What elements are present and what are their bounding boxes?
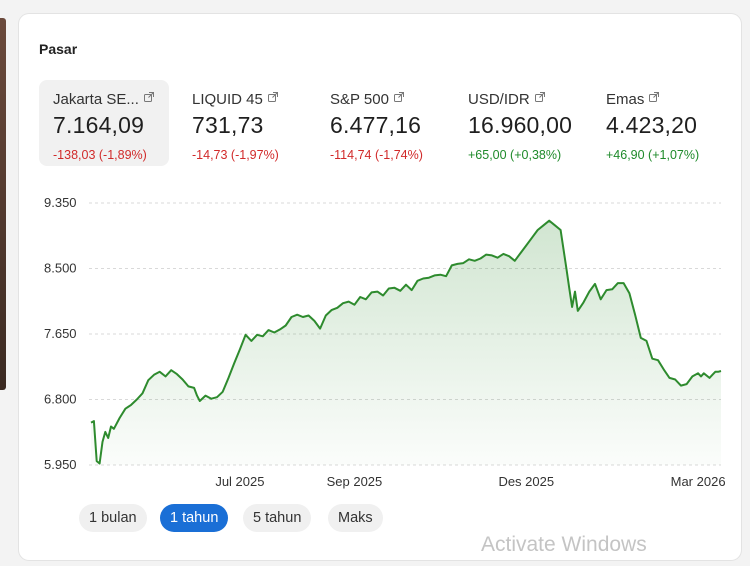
x-tick-label: Des 2025 [498,474,554,489]
x-tick-label: Sep 2025 [327,474,383,489]
external-link-icon [267,89,278,106]
y-tick-label: 6.800 [44,392,77,407]
ticker-change: +65,00 (+0,38%) [468,148,562,162]
range-1-bulan-button[interactable]: 1 bulan [79,504,147,532]
external-link-icon [143,89,154,106]
y-tick-label: 5.950 [44,457,77,472]
price-chart-svg: 9.350 8.500 7.650 6.800 5.950 Jul 2025 Sep 202… [44,195,726,489]
card-title: Pasar [39,41,78,57]
external-link-icon [649,89,660,106]
x-tick-label: Mar 2026 [671,474,726,489]
ticker-row: Jakarta SE... 7.164,09 -138,03 (-1,89%) … [39,80,729,178]
range-maks-button[interactable]: Maks [328,504,383,532]
ticker-change: -138,03 (-1,89%) [53,148,147,162]
range-5-tahun-button[interactable]: 5 tahun [243,504,312,532]
ticker-change: +46,90 (+1,07%) [606,148,700,162]
ticker-jakarta-se[interactable]: Jakarta SE... 7.164,09 -138,03 (-1,89%) [39,80,169,166]
ticker-name: Emas [606,89,660,108]
external-link-icon [534,89,545,106]
range-1-tahun-button[interactable]: 1 tahun [160,504,229,532]
ticker-value: 16.960,00 [468,112,573,138]
price-chart[interactable]: 9.350 8.500 7.650 6.800 5.950 Jul 2025 Sep 202… [19,174,741,494]
ticker-name: USD/IDR [468,89,545,108]
market-card: Pasar Jakarta SE... 7.164,09 -138,03 (-1… [19,14,741,560]
ticker-value: 731,73 [192,112,264,138]
price-area-fill [91,220,721,465]
y-tick-label: 7.650 [44,326,77,341]
external-link-icon [393,89,404,106]
ticker-change: -14,73 (-1,97%) [192,148,279,162]
ticker-liquid-45[interactable]: LIQUID 45 731,73 -14,73 (-1,97%) [178,80,308,166]
ticker-sp-500[interactable]: S&P 500 6.477,16 -114,74 (-1,74%) [316,80,446,166]
ticker-value: 4.423,20 [606,112,698,138]
ticker-name: Jakarta SE... [53,89,154,108]
ticker-name: S&P 500 [330,89,404,108]
ticker-change: -114,74 (-1,74%) [330,148,423,162]
y-tick-label: 8.500 [44,261,77,276]
price-line [90,219,722,465]
y-tick-label: 9.350 [44,195,77,210]
ticker-usd-idr[interactable]: USD/IDR 16.960,00 +65,00 (+0,38%) [454,80,584,166]
x-tick-label: Jul 2025 [215,474,264,489]
background-window-edge [0,18,6,390]
ticker-emas[interactable]: Emas 4.423,20 +46,90 (+1,07%) [592,80,722,166]
activate-windows-watermark: Activate Windows [481,533,647,556]
ticker-value: 6.477,16 [330,112,422,138]
ticker-name: LIQUID 45 [192,89,278,108]
ticker-value: 7.164,09 [53,112,145,138]
